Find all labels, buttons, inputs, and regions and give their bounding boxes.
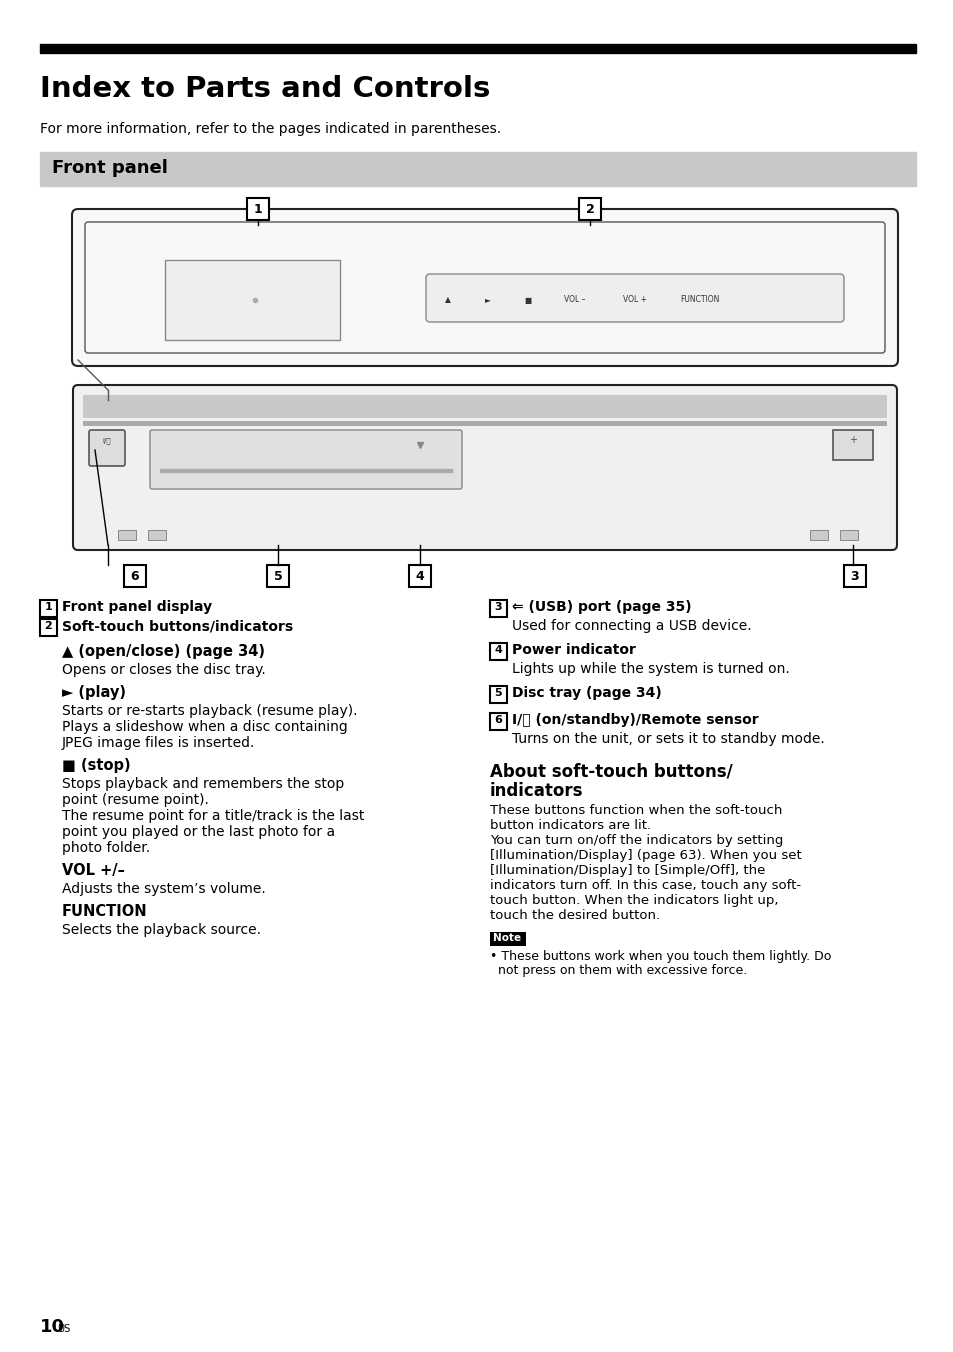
Text: VOL +/–: VOL +/– [62, 863, 125, 877]
Text: Lights up while the system is turned on.: Lights up while the system is turned on. [512, 662, 789, 676]
Bar [490, 600, 506, 617]
Text: The resume point for a title/track is the last: The resume point for a title/track is th… [62, 808, 364, 823]
Text: point (resume point).: point (resume point). [62, 794, 209, 807]
Bar [83, 420, 886, 426]
Text: US: US [57, 1324, 71, 1334]
Text: Index to Parts and Controls: Index to Parts and Controls [40, 74, 490, 103]
Bar [160, 469, 452, 472]
Text: JPEG image files is inserted.: JPEG image files is inserted. [62, 735, 255, 750]
Text: Opens or closes the disc tray.: Opens or closes the disc tray. [62, 662, 266, 677]
Text: FUNCTION: FUNCTION [62, 904, 148, 919]
Text: VOL +: VOL + [622, 296, 646, 304]
FancyBboxPatch shape [150, 430, 461, 489]
Text: Selects the playback source.: Selects the playback source. [62, 923, 261, 937]
Text: Plays a slideshow when a disc containing: Plays a slideshow when a disc containing [62, 721, 348, 734]
Bar [148, 530, 166, 539]
Bar [809, 530, 827, 539]
Bar [840, 530, 857, 539]
Text: 3: 3 [495, 602, 502, 612]
Bar [83, 395, 886, 418]
Text: ► (play): ► (play) [62, 685, 126, 700]
Text: About soft-touch buttons/: About soft-touch buttons/ [490, 763, 732, 780]
Text: I/⏻ (on/standby)/Remote sensor: I/⏻ (on/standby)/Remote sensor [512, 713, 758, 727]
Text: Disc tray (page 34): Disc tray (page 34) [512, 685, 661, 700]
Text: Front panel display: Front panel display [62, 600, 212, 614]
Text: FUNCTION: FUNCTION [679, 296, 719, 304]
Bar [578, 197, 600, 220]
Bar [843, 565, 865, 587]
Text: 6: 6 [494, 715, 502, 725]
Bar [40, 45, 915, 53]
Text: point you played or the last photo for a: point you played or the last photo for a [62, 825, 335, 840]
Text: touch the desired button.: touch the desired button. [490, 909, 659, 922]
Text: Adjusts the system’s volume.: Adjusts the system’s volume. [62, 882, 266, 896]
FancyBboxPatch shape [73, 385, 896, 550]
Text: 4: 4 [494, 645, 502, 654]
Text: 2: 2 [45, 621, 52, 631]
Bar [490, 713, 506, 730]
Text: ▲ (open/close) (page 34): ▲ (open/close) (page 34) [62, 644, 265, 658]
Text: not press on them with excessive force.: not press on them with excessive force. [490, 964, 746, 977]
Text: [Illumination/Display] (page 63). When you set: [Illumination/Display] (page 63). When y… [490, 849, 801, 863]
Bar [124, 565, 146, 587]
Bar [490, 644, 506, 660]
Text: You can turn on/off the indicators by setting: You can turn on/off the indicators by se… [490, 834, 782, 846]
Text: ■: ■ [524, 296, 531, 304]
Text: [Illumination/Display] to [Simple/Off], the: [Illumination/Display] to [Simple/Off], … [490, 864, 764, 877]
Bar [40, 600, 57, 617]
Text: 5: 5 [495, 688, 502, 698]
FancyBboxPatch shape [71, 210, 897, 366]
Bar [165, 260, 339, 339]
FancyBboxPatch shape [89, 430, 125, 466]
Bar [40, 619, 57, 635]
Bar [490, 685, 506, 703]
Text: Used for connecting a USB device.: Used for connecting a USB device. [512, 619, 751, 633]
Text: 5: 5 [274, 571, 282, 583]
Text: ⇐ (USB) port (page 35): ⇐ (USB) port (page 35) [512, 600, 691, 614]
Text: indicators turn off. In this case, touch any soft-: indicators turn off. In this case, touch… [490, 879, 801, 892]
Text: button indicators are lit.: button indicators are lit. [490, 819, 651, 831]
Text: ■ (stop): ■ (stop) [62, 758, 131, 773]
Text: Starts or re-starts playback (resume play).: Starts or re-starts playback (resume pla… [62, 704, 357, 718]
Bar [490, 932, 525, 946]
Text: • These buttons work when you touch them lightly. Do: • These buttons work when you touch them… [490, 950, 830, 963]
Bar [247, 197, 269, 220]
Text: Front panel: Front panel [52, 160, 168, 177]
Text: Stops playback and remembers the stop: Stops playback and remembers the stop [62, 777, 344, 791]
Text: Soft-touch buttons/indicators: Soft-touch buttons/indicators [62, 619, 293, 633]
Bar [40, 151, 915, 187]
Text: indicators: indicators [490, 781, 583, 800]
Text: ▲: ▲ [445, 296, 451, 304]
Text: For more information, refer to the pages indicated in parentheses.: For more information, refer to the pages… [40, 122, 500, 137]
Text: 6: 6 [131, 571, 139, 583]
Text: These buttons function when the soft-touch: These buttons function when the soft-tou… [490, 804, 781, 817]
Text: +: + [848, 435, 856, 445]
Text: photo folder.: photo folder. [62, 841, 150, 854]
Bar [118, 530, 136, 539]
Text: Turns on the unit, or sets it to standby mode.: Turns on the unit, or sets it to standby… [512, 731, 824, 746]
Text: 3: 3 [850, 571, 859, 583]
Text: Power indicator: Power indicator [512, 644, 636, 657]
Text: I/⏻: I/⏻ [103, 437, 112, 443]
FancyBboxPatch shape [832, 430, 872, 460]
Text: touch button. When the indicators light up,: touch button. When the indicators light … [490, 894, 778, 907]
Text: 4: 4 [416, 571, 424, 583]
Bar [409, 565, 431, 587]
Bar [267, 565, 289, 587]
Text: 2: 2 [585, 203, 594, 216]
Text: 10: 10 [40, 1318, 65, 1336]
Text: VOL –: VOL – [563, 296, 585, 304]
FancyBboxPatch shape [426, 274, 843, 322]
Text: ►: ► [484, 296, 491, 304]
Text: 1: 1 [45, 602, 52, 612]
Text: Note: Note [493, 933, 520, 942]
Text: 1: 1 [253, 203, 262, 216]
